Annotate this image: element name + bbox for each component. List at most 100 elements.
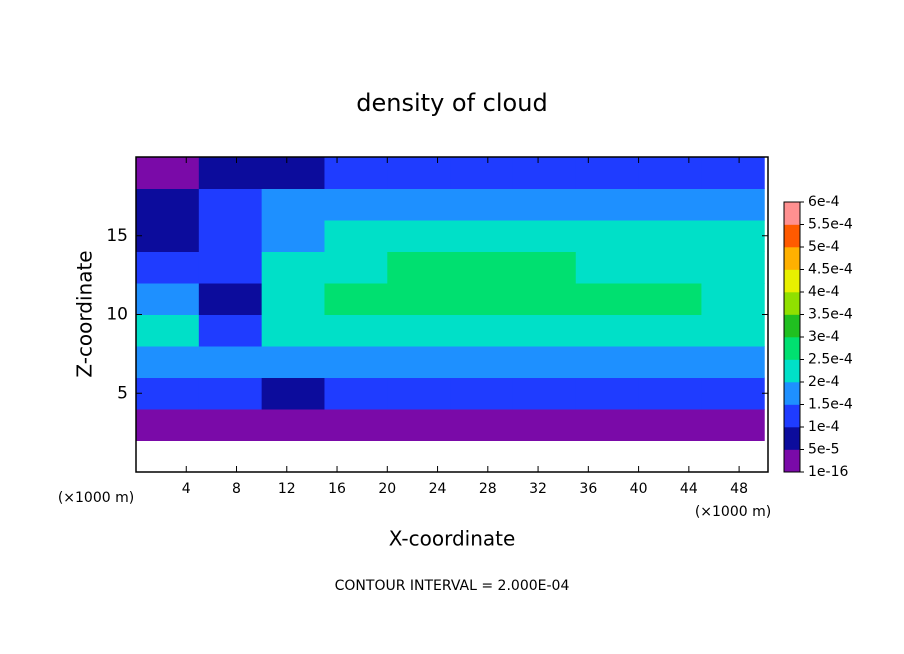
- heat-cell: [324, 409, 388, 441]
- heat-cell: [261, 251, 325, 284]
- heat-cell: [512, 377, 577, 410]
- heat-cell: [638, 283, 702, 315]
- heat-cell: [450, 188, 514, 221]
- heat-cell: [198, 251, 263, 284]
- heat-cell: [512, 251, 577, 284]
- y-tick-label: 5: [117, 383, 128, 403]
- heat-cell: [198, 314, 263, 347]
- colorbar-label: 1.5e-4: [808, 397, 853, 413]
- y-tick-label: 10: [106, 305, 128, 325]
- colorbar-label: 5e-4: [808, 239, 840, 255]
- colorbar-band: [784, 202, 800, 225]
- heat-cell: [136, 346, 200, 378]
- heat-cell: [575, 157, 640, 189]
- heat-cell: [701, 409, 765, 441]
- heat-cell: [450, 314, 514, 347]
- heat-cell: [450, 220, 514, 252]
- heat-cell: [575, 188, 640, 221]
- colorbar-band: [784, 314, 800, 338]
- heat-cell: [387, 251, 451, 284]
- heat-cell: [701, 251, 765, 284]
- heat-cell: [198, 409, 263, 441]
- heat-cell: [701, 314, 765, 347]
- x-tick-label: 36: [579, 481, 597, 497]
- heat-cell: [261, 377, 325, 410]
- heat-cell: [324, 346, 388, 378]
- heat-cell: [136, 409, 200, 441]
- heat-cell: [136, 188, 200, 221]
- y-tick-label: 15: [106, 226, 128, 246]
- colorbar-band: [784, 359, 800, 383]
- heat-cell: [701, 377, 765, 410]
- x-axis-label: X-coordinate: [389, 527, 516, 551]
- heat-cell: [198, 346, 263, 378]
- x-tick-label: 8: [232, 481, 241, 497]
- heat-cell: [198, 157, 263, 189]
- heat-cell: [261, 220, 325, 252]
- heat-cell: [512, 188, 577, 221]
- heat-cell: [387, 188, 451, 221]
- x-tick-label: 20: [378, 481, 396, 497]
- heat-cell: [450, 346, 514, 378]
- heat-cell: [512, 157, 577, 189]
- heat-cell: [198, 283, 263, 315]
- x-tick-label: 32: [529, 481, 547, 497]
- heat-cell: [450, 409, 514, 441]
- heat-cell: [575, 283, 640, 315]
- heat-cell: [638, 314, 702, 347]
- colorbar-label: 2e-4: [808, 374, 840, 390]
- heat-cell: [450, 377, 514, 410]
- heat-cell: [450, 283, 514, 315]
- heat-cell: [450, 251, 514, 284]
- heat-cell: [387, 377, 451, 410]
- heat-cell: [136, 283, 200, 315]
- colorbar-band: [784, 449, 800, 473]
- colorbar-band: [784, 247, 800, 270]
- heat-cell: [575, 251, 640, 284]
- colorbar-label: 3.5e-4: [808, 307, 853, 323]
- heat-cell: [261, 283, 325, 315]
- heat-cell: [324, 251, 388, 284]
- heat-cell: [261, 314, 325, 347]
- heat-cell: [198, 188, 263, 221]
- colorbar-label: 1e-16: [808, 464, 848, 480]
- heat-cell: [387, 220, 451, 252]
- colorbar-label: 3e-4: [808, 329, 840, 345]
- heat-cell: [450, 157, 514, 189]
- heat-cell: [261, 188, 325, 221]
- heat-cell: [575, 409, 640, 441]
- heat-cell: [575, 346, 640, 378]
- heat-cell: [324, 188, 388, 221]
- heat-cell: [261, 157, 325, 189]
- footer-note: CONTOUR INTERVAL = 2.000E-04: [335, 578, 570, 594]
- colorbar-label: 4e-4: [808, 284, 840, 300]
- colorbar-band: [784, 292, 800, 315]
- colorbar-label: 6e-4: [808, 194, 840, 210]
- heat-cell: [324, 220, 388, 252]
- heat-cell: [261, 346, 325, 378]
- x-tick-label: 44: [680, 481, 698, 497]
- x-tick-label: 48: [730, 481, 748, 497]
- heat-cell: [701, 220, 765, 252]
- heat-cell: [701, 283, 765, 315]
- heat-cell: [387, 283, 451, 315]
- heat-cell: [324, 377, 388, 410]
- x-tick-label: 40: [630, 481, 648, 497]
- heat-cell: [136, 251, 200, 284]
- colorbar-label: 5e-5: [808, 442, 839, 458]
- heat-cell: [387, 346, 451, 378]
- heat-cell: [575, 220, 640, 252]
- heat-cell: [638, 377, 702, 410]
- heat-cell: [638, 251, 702, 284]
- heat-cell: [136, 157, 200, 189]
- colorbar-band: [784, 382, 800, 405]
- x-tick-label: 12: [278, 481, 296, 497]
- heat-cell: [512, 314, 577, 347]
- heat-cell: [198, 220, 263, 252]
- heat-cell: [638, 188, 702, 221]
- heat-cell: [638, 157, 702, 189]
- colorbar-band: [784, 404, 800, 428]
- heat-cell: [324, 314, 388, 347]
- x-unit-label: (×1000 m): [695, 504, 771, 520]
